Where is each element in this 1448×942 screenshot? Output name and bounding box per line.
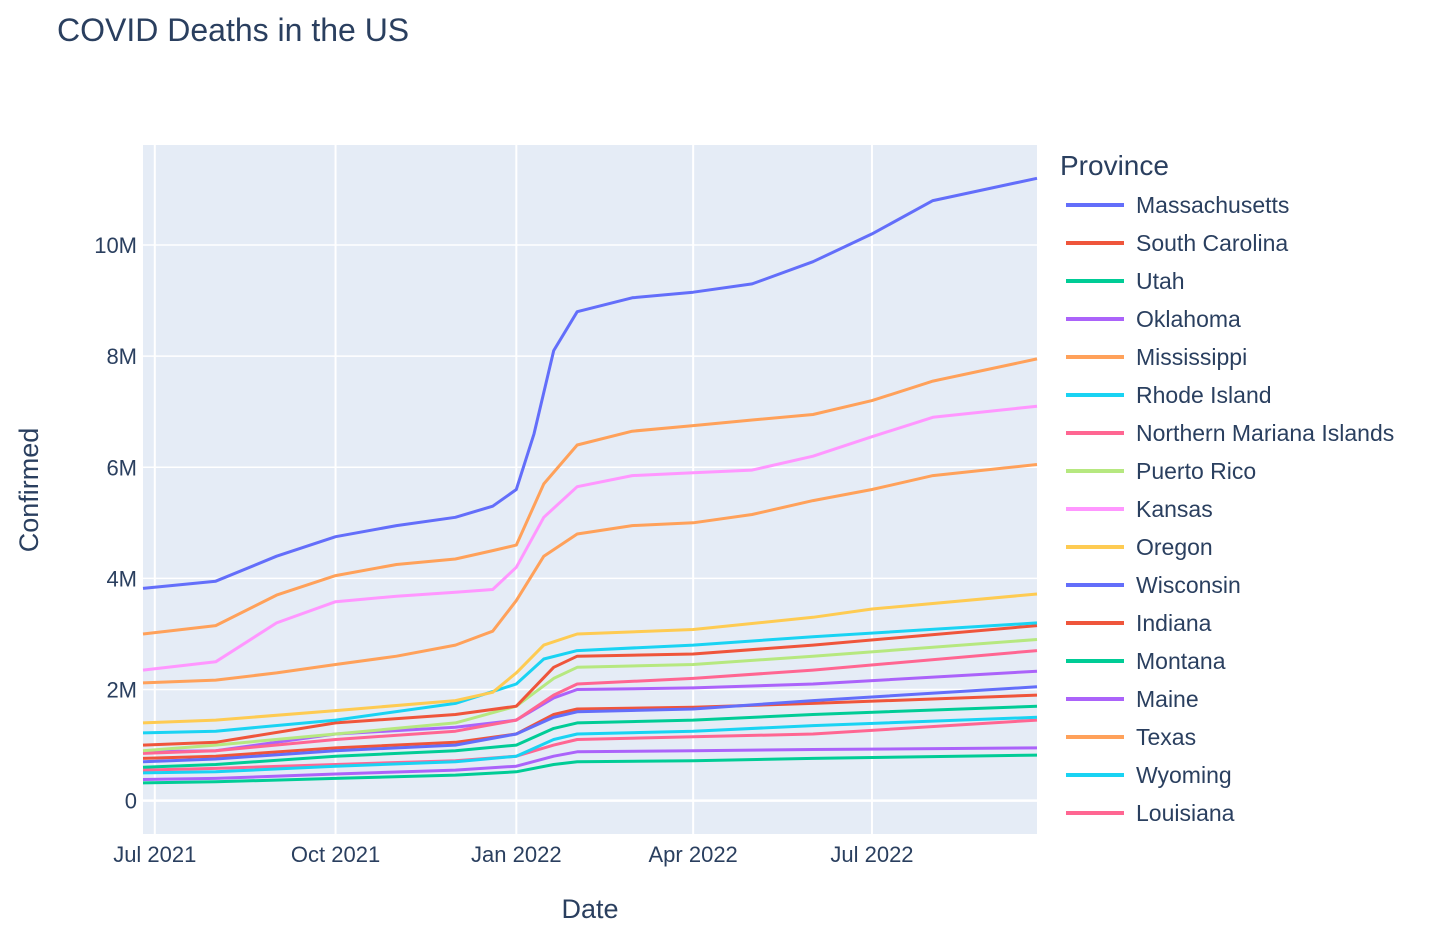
legend-swatch [1066,545,1124,549]
x-tick-label: Jul 2022 [830,842,913,867]
legend-items: Massachusetts South Carolina Utah Oklahoma M… [1060,186,1394,832]
x-axis-label: Date [561,894,618,924]
legend-swatch [1066,697,1124,701]
y-tick-label: 8M [106,344,137,369]
legend-swatch [1066,279,1124,283]
legend-label: Northern Mariana Islands [1136,419,1395,446]
legend-label: Louisiana [1136,799,1235,826]
legend-label: Wyoming [1136,761,1232,788]
series-line-texas [142,357,1038,636]
legend-item-oklahoma[interactable]: Oklahoma [1060,300,1394,338]
legend-swatch [1066,659,1124,663]
y-tick-label: 4M [106,566,137,591]
legend-item-oregon[interactable]: Oregon [1060,528,1394,566]
series-line-northern-mariana-islands [142,718,1038,772]
legend-item-rhode-island[interactable]: Rhode Island [1060,376,1394,414]
legend-swatch [1066,507,1124,511]
series-line-wisconsin [142,685,1038,764]
legend-item-maine[interactable]: Maine [1060,680,1394,718]
legend-label: Oklahoma [1136,305,1241,332]
legend-item-texas[interactable]: Texas [1060,718,1394,756]
x-tick-label: Oct 2021 [291,842,380,867]
series-line-utah [142,753,1038,785]
legend-item-northern-mariana-islands[interactable]: Northern Mariana Islands [1060,414,1394,452]
axis-ticks: Jul 2021 Oct 2021 Jan 2022 Apr 2022 Jul 2022… [94,233,913,867]
series-line-kansas [142,404,1038,672]
legend-item-indiana[interactable]: Indiana [1060,604,1394,642]
legend-label: South Carolina [1136,229,1289,256]
x-tick-label: Jan 2022 [471,842,562,867]
legend-label: Wisconsin [1136,571,1241,598]
series-line-indiana [142,624,1038,747]
y-axis-label: Confirmed [14,428,44,553]
legend-item-kansas[interactable]: Kansas [1060,490,1394,528]
legend-swatch [1066,355,1124,359]
legend-label: Mississippi [1136,343,1248,370]
legend-swatch [1066,621,1124,625]
series-line-montana [142,704,1038,769]
legend-swatch [1066,317,1124,321]
y-tick-label: 0 [125,789,137,814]
legend-item-louisiana[interactable]: Louisiana [1060,794,1394,832]
x-tick-label: Jul 2021 [113,842,196,867]
series-line-wyoming [142,621,1038,735]
legend-label: Puerto Rico [1136,457,1257,484]
legend-label: Texas [1136,723,1197,750]
legend-swatch [1066,241,1124,245]
legend-swatch [1066,773,1124,777]
series-line-louisiana [142,649,1038,755]
legend-item-montana[interactable]: Montana [1060,642,1394,680]
legend-swatch [1066,811,1124,815]
legend-item-wisconsin[interactable]: Wisconsin [1060,566,1394,604]
x-tick-label: Apr 2022 [649,842,738,867]
legend-swatch [1066,203,1124,207]
legend-label: Kansas [1136,495,1213,522]
series-line-rhode-island [142,715,1038,775]
series-line-puerto-rico [142,638,1038,753]
legend-label: Maine [1136,685,1199,712]
y-tick-label: 10M [94,233,137,258]
legend-label: Indiana [1136,609,1212,636]
legend-swatch [1066,431,1124,435]
legend-item-mississippi[interactable]: Mississippi [1060,338,1394,376]
legend-label: Utah [1136,267,1185,294]
legend-item-wyoming[interactable]: Wyoming [1060,756,1394,794]
legend-label: Massachusetts [1136,191,1290,218]
legend-label: Montana [1136,647,1226,674]
series-line-maine [142,746,1038,781]
chart-title: COVID Deaths in the US [57,12,410,48]
y-tick-label: 6M [106,455,137,480]
legend-swatch [1066,469,1124,473]
series-line-mississippi [142,463,1038,685]
legend-swatch [1066,393,1124,397]
legend-item-utah[interactable]: Utah [1060,262,1394,300]
plot-background [143,145,1037,834]
legend-item-puerto-rico[interactable]: Puerto Rico [1060,452,1394,490]
y-tick-label: 2M [106,678,137,703]
legend-item-south-carolina[interactable]: South Carolina [1060,224,1394,262]
legend-item-massachusetts[interactable]: Massachusetts [1060,186,1394,224]
series-line-massachusetts [142,176,1038,590]
legend-swatch [1066,735,1124,739]
legend-title: Province [1060,150,1169,181]
series-line-oregon [142,592,1038,725]
legend-label: Oregon [1136,533,1213,560]
legend: Province Massachusetts South Carolina Utah… [1060,150,1394,832]
series-lines [142,176,1038,785]
legend-label: Rhode Island [1136,381,1272,408]
legend-swatch [1066,583,1124,587]
